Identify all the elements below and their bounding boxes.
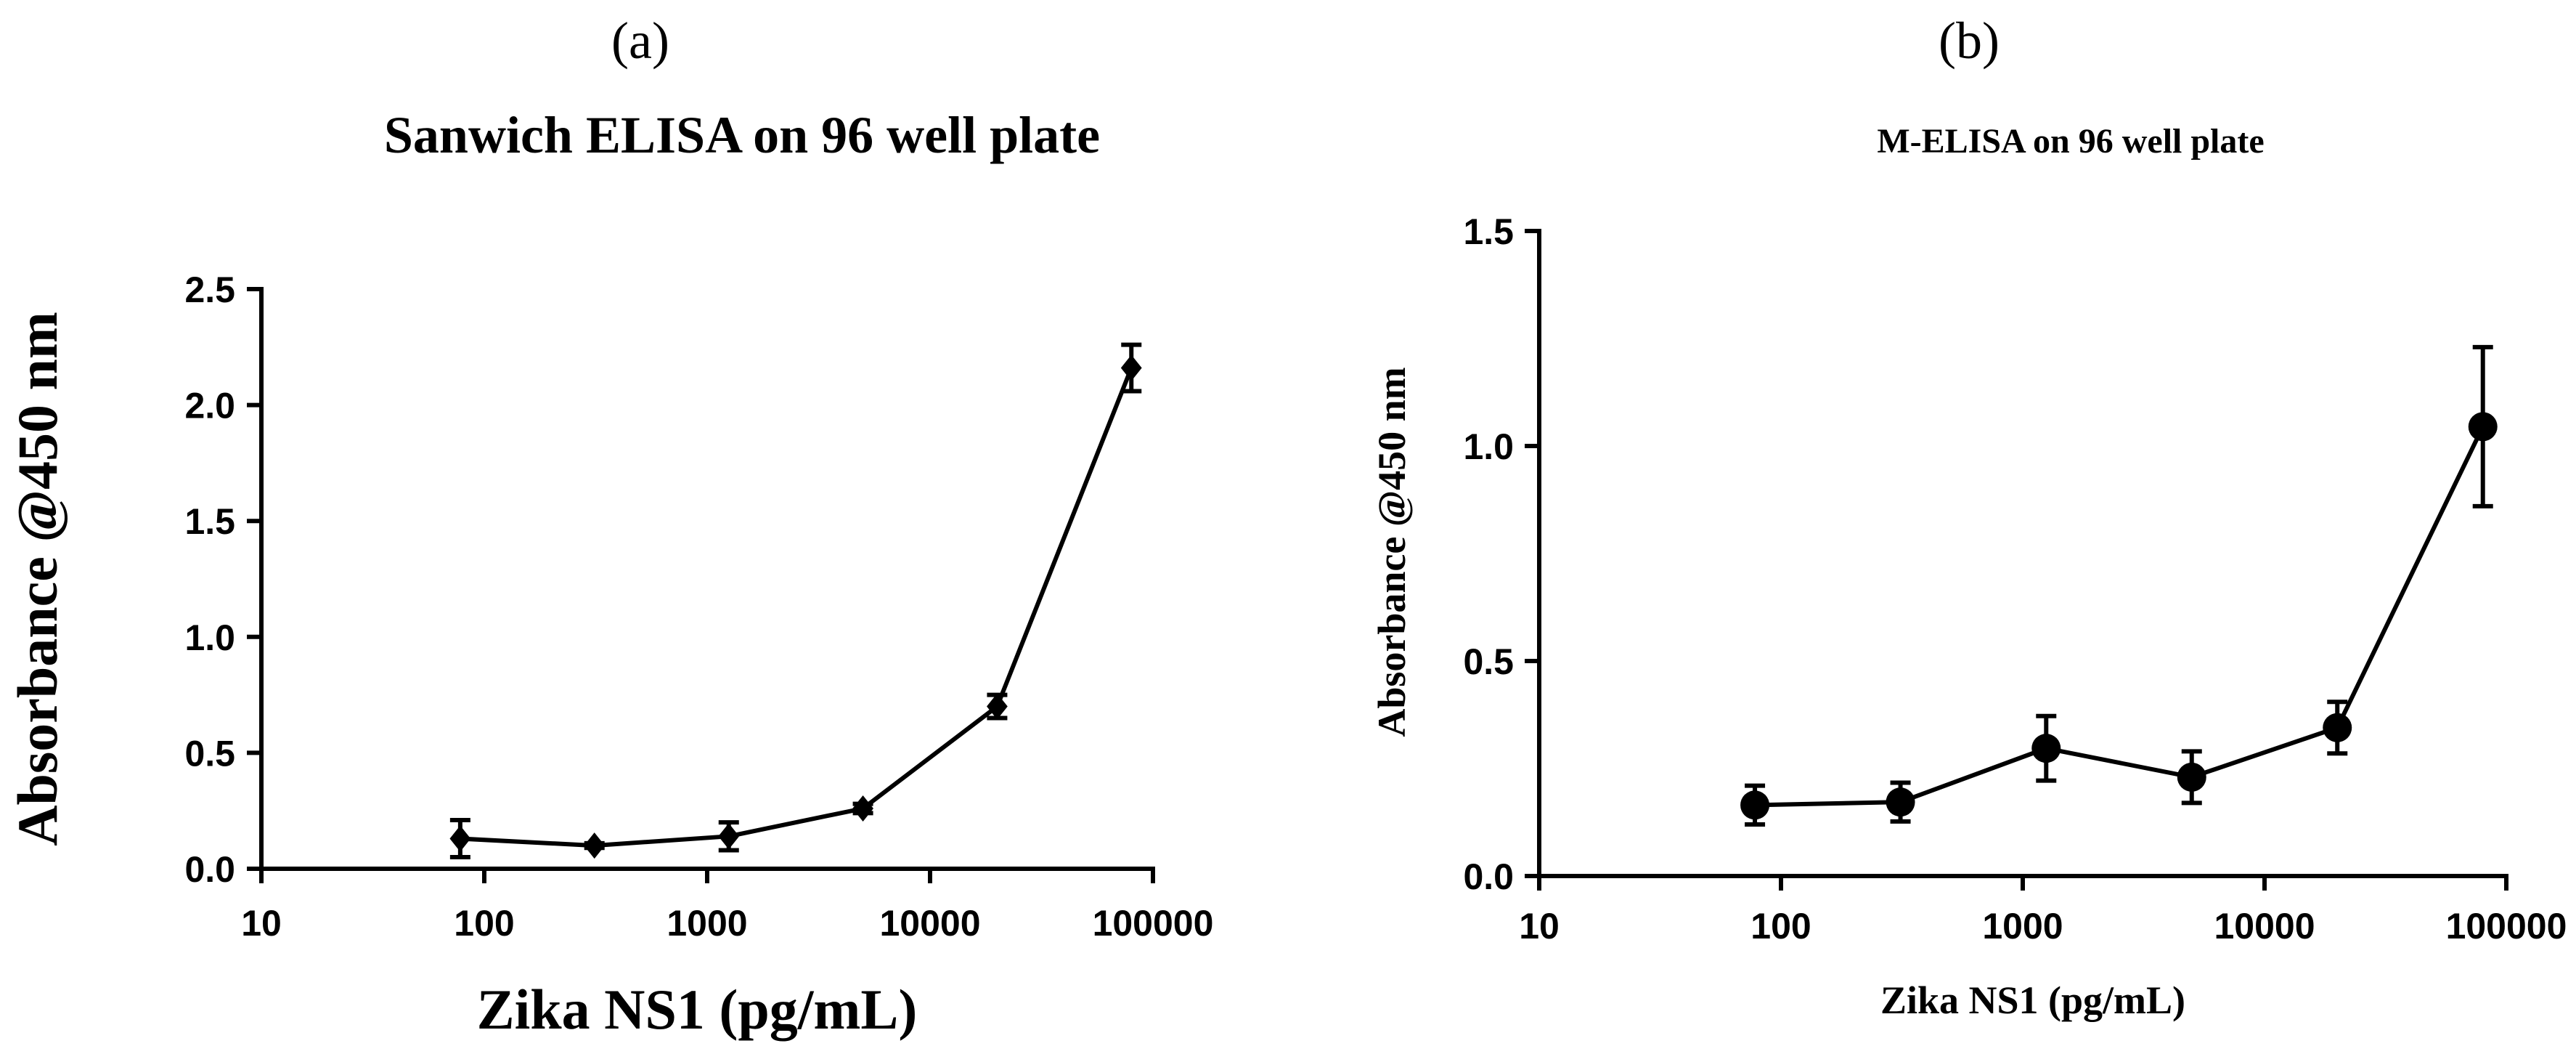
x-tick-label: 10 bbox=[241, 903, 282, 944]
y-tick-label: 1.0 bbox=[184, 617, 235, 658]
data-point bbox=[1120, 354, 1142, 381]
y-tick-label: 2.0 bbox=[184, 386, 235, 426]
chart-title: Sanwich ELISA on 96 well plate bbox=[384, 106, 1100, 164]
x-tick-label: 100 bbox=[454, 903, 514, 944]
y-tick-label: 1.0 bbox=[1463, 426, 1514, 467]
panel-label: (b) bbox=[1939, 12, 2000, 70]
data-point bbox=[852, 795, 873, 822]
data-point bbox=[2468, 412, 2498, 442]
x-tick-label: 100000 bbox=[2446, 906, 2567, 946]
panel-a: (a) Sanwich ELISA on 96 well plate 10 100 10… bbox=[6, 12, 1213, 1041]
series-line bbox=[1755, 426, 2485, 808]
data-point bbox=[987, 693, 1008, 720]
x-tick-label: 10 bbox=[1519, 906, 1560, 946]
x-tick-label: 1000 bbox=[667, 903, 747, 944]
panel-b: (b) M-ELISA on 96 well plate 10 100 1000 1000… bbox=[1370, 12, 2567, 1022]
data-point bbox=[1886, 787, 1915, 817]
data-point bbox=[584, 832, 606, 859]
chart-title: M-ELISA on 96 well plate bbox=[1877, 122, 2264, 161]
data-point bbox=[1740, 790, 1770, 820]
x-tick-label: 1000 bbox=[1982, 906, 2063, 946]
y-tick-label: 2.5 bbox=[184, 269, 235, 310]
y-tick-label: 1.5 bbox=[184, 501, 235, 542]
x-tick-label: 100000 bbox=[1093, 903, 1214, 944]
x-axis-label: Zika NS1 (pg/mL) bbox=[477, 978, 918, 1041]
x-tick-label: 100 bbox=[1750, 906, 1811, 946]
y-tick-label: 0.5 bbox=[1463, 641, 1514, 682]
data-point bbox=[2177, 762, 2206, 792]
data-point bbox=[2031, 734, 2061, 763]
y-tick-label: 1.5 bbox=[1463, 211, 1514, 252]
y-tick-label: 0.0 bbox=[184, 849, 235, 890]
y-tick-label: 0.0 bbox=[1463, 856, 1514, 897]
data-point bbox=[718, 823, 740, 850]
y-tick-label: 0.5 bbox=[184, 733, 235, 774]
y-axis-label: Absorbance @450 nm bbox=[1370, 367, 1414, 737]
x-tick-label: 10000 bbox=[879, 903, 980, 944]
series-line bbox=[460, 367, 1134, 848]
x-tick-label: 10000 bbox=[2214, 906, 2315, 946]
data-point bbox=[449, 825, 471, 852]
y-axis-label: Absorbance @450 nm bbox=[6, 312, 69, 846]
x-axis-label: Zika NS1 (pg/mL) bbox=[1880, 978, 2185, 1022]
data-point bbox=[2323, 713, 2352, 742]
panel-label: (a) bbox=[611, 12, 669, 70]
